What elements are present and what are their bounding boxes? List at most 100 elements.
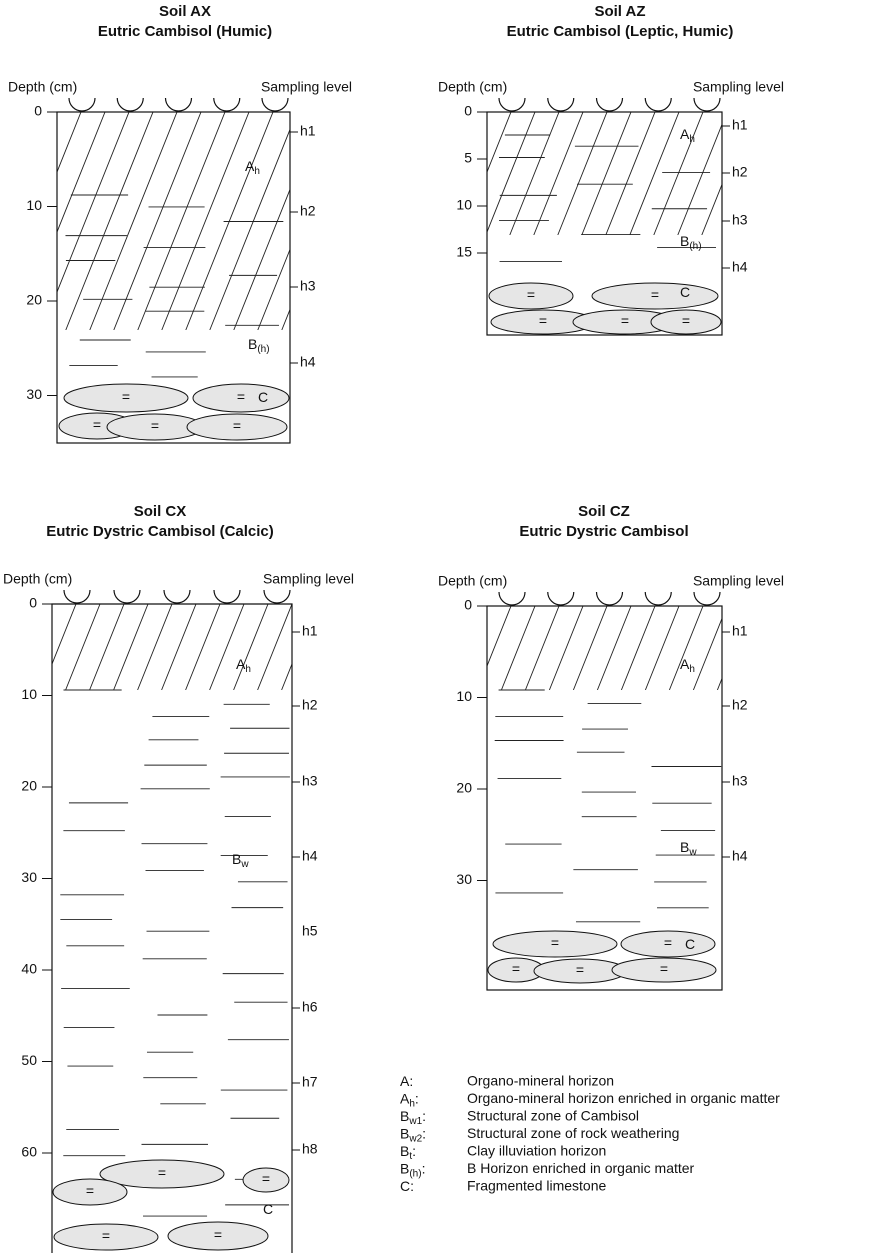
horizon-label: C — [263, 1201, 273, 1217]
depth-tick-label: 20 — [456, 780, 472, 796]
stone — [611, 957, 717, 983]
legend-symbol-main: A — [400, 1073, 410, 1089]
hatch-line — [605, 112, 656, 235]
hatching — [487, 606, 722, 690]
horizon-label-main: B — [248, 336, 257, 352]
hatch-line — [306, 604, 340, 690]
depth-tick-label: 30 — [21, 869, 37, 885]
sampling-level-label: h3 — [732, 773, 748, 789]
depth-tick-label: 0 — [29, 595, 37, 611]
horizon-label: Bw — [680, 839, 697, 858]
legend-symbol: B(h): — [400, 1160, 425, 1179]
depth-tick-label: 20 — [21, 778, 37, 794]
sampling-cup — [547, 591, 575, 606]
legend-colon: : — [410, 1178, 414, 1194]
hatch-line — [257, 248, 290, 330]
hatch-line — [487, 112, 488, 114]
legend-symbol-sub: t — [409, 1151, 412, 1162]
legend-symbol: C: — [400, 1178, 414, 1194]
hatch-line — [306, 112, 393, 330]
depth-tick-label: 10 — [26, 197, 42, 213]
legend-symbol-sub: (h) — [409, 1168, 421, 1179]
panel-subtitle: Eutric Dystric Cambisol (Calcic) — [46, 523, 274, 540]
stone — [192, 383, 290, 413]
stone — [488, 282, 574, 310]
sampling-cup — [164, 97, 193, 112]
hatching — [487, 112, 722, 235]
profile-box — [486, 111, 723, 336]
depth-label: Depth (cm) — [438, 573, 507, 589]
depth-label: Depth (cm) — [438, 79, 507, 95]
depth-tick-label: 40 — [21, 961, 37, 977]
sampling-cup — [68, 97, 96, 112]
sampling-level-label: h1 — [732, 117, 748, 133]
hatch-line — [487, 112, 536, 234]
stone-symbol: = — [621, 313, 629, 329]
hatch-line — [281, 662, 292, 690]
panel-title: Soil CZ — [578, 503, 630, 520]
legend-symbol-main: B — [400, 1160, 409, 1176]
hatch-line — [65, 112, 154, 330]
panel-title: Soil CX — [134, 503, 187, 520]
profile-box — [486, 605, 723, 991]
horizon-label-sub: (h) — [257, 344, 269, 355]
sampling-cup — [263, 589, 291, 604]
legend-symbol: Ah: — [400, 1090, 419, 1109]
horizon-label: C — [685, 936, 695, 952]
soil-panel: Soil AZ Eutric Cambisol (Leptic, Humic) De… — [438, 3, 784, 336]
hatch-line — [89, 112, 178, 330]
sampling-cup — [213, 589, 241, 604]
stone-symbol: = — [102, 1228, 110, 1244]
sampling-level-label: h7 — [302, 1074, 318, 1090]
stone-symbol: = — [262, 1171, 270, 1187]
legend-text: Clay illuviation horizon — [467, 1143, 606, 1159]
horizon-label-main: C — [685, 936, 695, 952]
horizon-label-main: B — [680, 233, 689, 249]
legend-text: B Horizon enriched in organic matter — [467, 1160, 695, 1176]
hatch-line — [653, 112, 704, 235]
sampling-label: Sampling level — [693, 79, 784, 95]
hatch-line — [487, 606, 512, 668]
depth-tick-label: 30 — [26, 386, 42, 402]
stone-symbol: = — [576, 962, 584, 978]
legend-colon: : — [422, 1160, 426, 1176]
legend-symbol: Bw1: — [400, 1108, 426, 1127]
horizon-label-main: B — [232, 851, 241, 867]
panel-title: Soil AX — [159, 3, 211, 20]
hatch-line — [65, 604, 101, 690]
sampling-level-label: h2 — [732, 697, 748, 713]
hatch-line — [57, 112, 130, 294]
stone — [99, 1159, 225, 1189]
stone-symbol: = — [237, 389, 245, 405]
legend-colon: : — [422, 1125, 426, 1141]
hatch-line — [677, 123, 722, 235]
stone — [620, 930, 716, 958]
sampling-cup — [116, 97, 144, 112]
hatch-line — [209, 128, 290, 330]
hatch-line — [257, 604, 292, 690]
sampling-level-label: h4 — [732, 848, 748, 864]
hatch-line — [137, 112, 226, 330]
sampling-cup — [213, 97, 241, 112]
hatch-line — [629, 112, 680, 235]
horizon-label-main: C — [680, 284, 690, 300]
stone-symbol: = — [122, 389, 130, 405]
hatch-line — [161, 604, 197, 690]
sampling-cup — [63, 589, 91, 604]
legend-symbol: Bt: — [400, 1143, 416, 1162]
horizon-label: Ah — [680, 656, 695, 675]
horizon-label: Ah — [236, 656, 251, 675]
horizon-label: B(h) — [248, 336, 270, 355]
depth-tick-label: 10 — [21, 686, 37, 702]
stone — [52, 1178, 128, 1206]
legend-text: Structural zone of Cambisol — [467, 1108, 639, 1124]
hatch-line — [533, 112, 584, 235]
depth-label: Depth (cm) — [8, 79, 77, 95]
depth-tick-label: 20 — [26, 292, 42, 308]
depth-tick-label: 5 — [464, 150, 472, 166]
stone-symbol: = — [660, 961, 668, 977]
horizon-label: B(h) — [680, 233, 702, 252]
stone-symbol: = — [682, 313, 690, 329]
horizon-label-main: A — [236, 656, 246, 672]
